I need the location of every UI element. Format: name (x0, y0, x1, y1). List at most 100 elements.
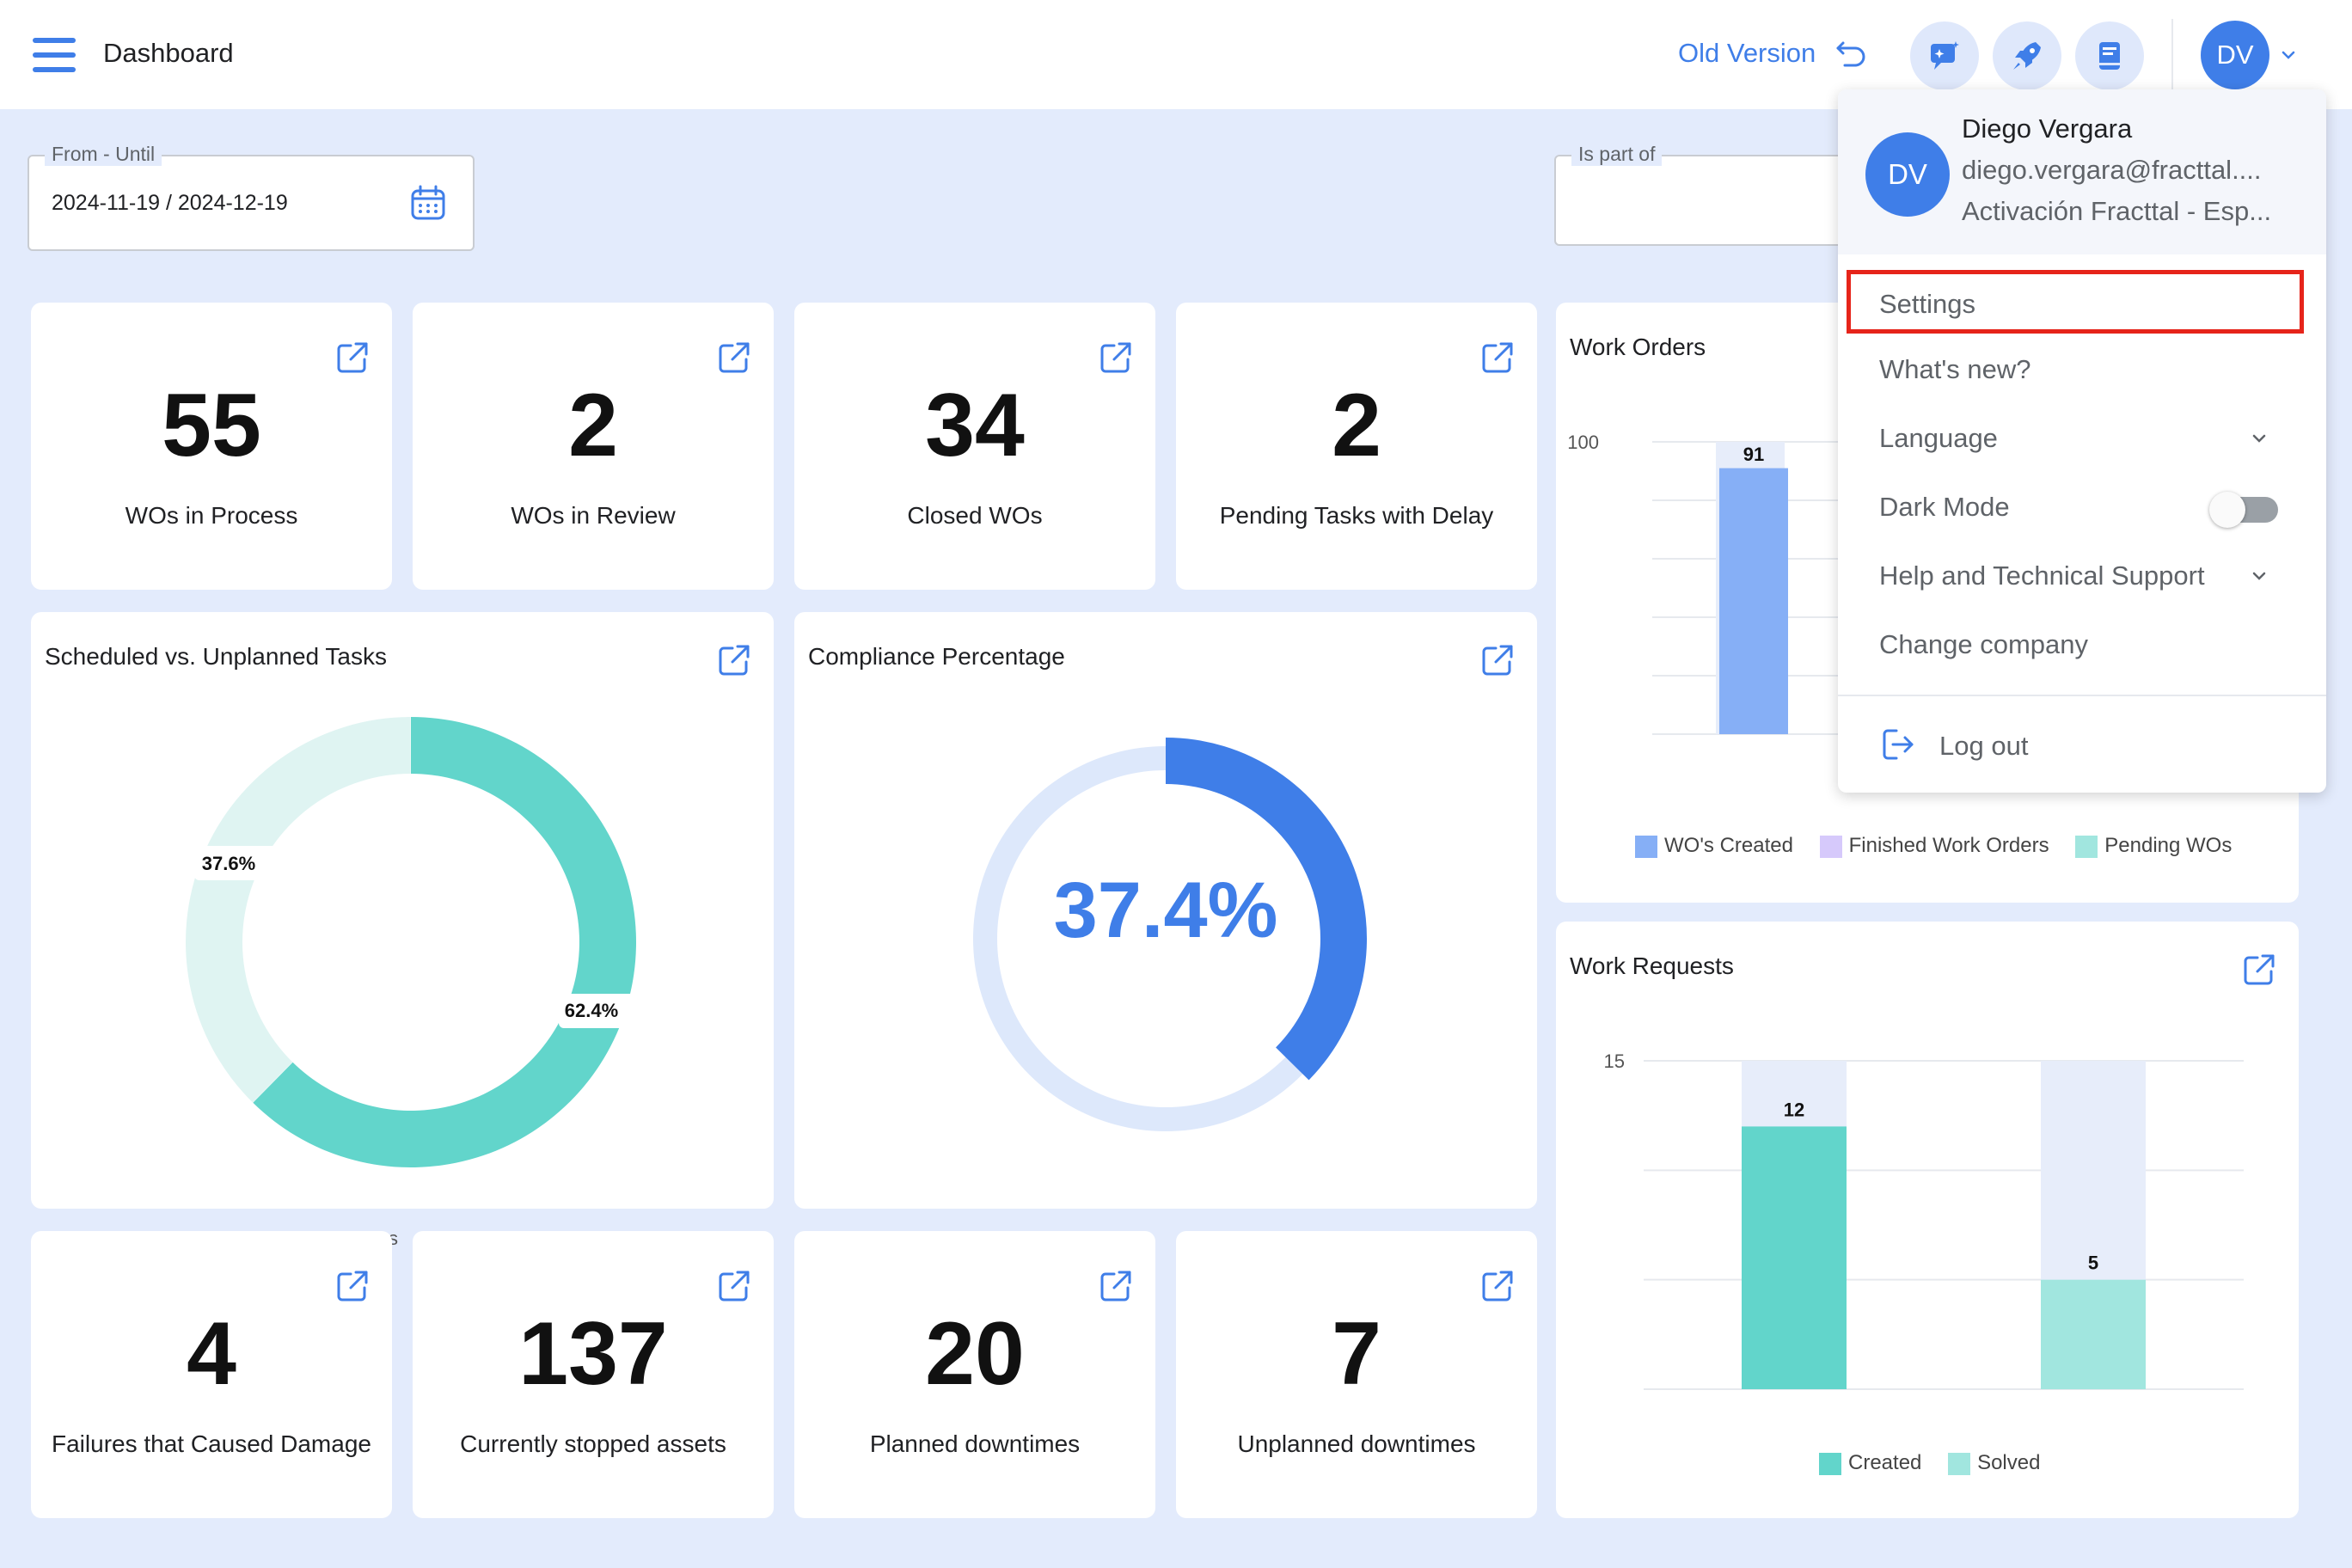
kpi-value: 2 (1332, 376, 1381, 475)
legend-label: WO's Created (1664, 834, 1793, 857)
legend-item: Solved (1948, 1451, 2040, 1475)
menu-item-logout[interactable]: Log out (1838, 708, 2326, 777)
hamburger-menu-icon[interactable] (33, 38, 76, 72)
compliance-card: Compliance Percentage 37.4% (794, 612, 1537, 1209)
menu-item-whats-new[interactable]: What's new? (1838, 332, 2326, 401)
menu-item-change-company[interactable]: Change company (1838, 607, 2326, 676)
chat-sparkle-icon (1931, 41, 1959, 70)
kpi-label: Pending Tasks with Delay (1219, 502, 1494, 529)
open-external-icon[interactable] (715, 1267, 753, 1305)
kpi-card-failures-damage[interactable]: 4 Failures that Caused Damage (31, 1231, 392, 1518)
kpi-label: Failures that Caused Damage (52, 1430, 371, 1457)
kpi-card-unplanned-downtimes[interactable]: 7 Unplanned downtimes (1176, 1231, 1537, 1518)
donut-slice-scheduled (253, 717, 636, 1167)
donut-label-bg (559, 994, 645, 1028)
open-external-icon[interactable] (1479, 641, 1516, 679)
legend-fragment: s (389, 1228, 398, 1249)
legend-swatch (1819, 835, 1842, 858)
legend-item: Pending WOs (2075, 834, 2232, 858)
legend-label: Finished Work Orders (1848, 834, 2049, 857)
date-range-value: 2024-11-19 / 2024-12-19 (52, 191, 288, 215)
menu-item-settings[interactable]: Settings (1838, 265, 2326, 334)
open-external-icon[interactable] (334, 339, 371, 377)
date-range-label: From - Until (45, 143, 162, 166)
donut-label-bg (194, 846, 294, 880)
bar-value-label: 91 (1743, 444, 1764, 465)
open-external-icon[interactable] (715, 641, 753, 679)
menu-user-email: diego.vergara@fracttal.... (1962, 155, 2262, 185)
kpi-card-stopped-assets[interactable]: 137 Currently stopped assets (413, 1231, 774, 1518)
donut-label-scheduled: 62.4% (565, 1000, 618, 1021)
scheduled-vs-unplanned-card: Scheduled vs. Unplanned Tasks 37.6% 62.4… (31, 612, 774, 1209)
menu-item-label: Log out (1939, 731, 2029, 761)
dark-mode-toggle[interactable] (2209, 492, 2278, 528)
kpi-label: WOs in Process (125, 502, 298, 529)
open-external-icon[interactable] (715, 339, 753, 377)
chevron-down-icon (2252, 572, 2266, 580)
y-tick-label: 15 (1604, 1050, 1625, 1072)
open-external-icon[interactable] (2240, 951, 2278, 989)
y-tick-label: 100 (1567, 432, 1599, 453)
kpi-label: Currently stopped assets (460, 1430, 726, 1457)
open-external-icon[interactable] (1479, 339, 1516, 377)
bar-solved (2041, 1279, 2146, 1389)
kpi-value: 20 (925, 1304, 1025, 1404)
menu-item-help[interactable]: Help and Technical Support (1838, 538, 2326, 607)
header-divider (2171, 19, 2173, 91)
bar-value-label: 12 (1784, 1099, 1804, 1120)
kpi-value: 137 (518, 1304, 668, 1404)
legend-swatch (1948, 1452, 1971, 1475)
work-requests-chart: 15 12 5 (1604, 1050, 2244, 1390)
card-title: Compliance Percentage (808, 643, 1065, 670)
open-external-icon[interactable] (1097, 339, 1135, 377)
kpi-value: 2 (568, 376, 618, 475)
open-external-icon[interactable] (1479, 1267, 1516, 1305)
kpi-card-wos-in-review[interactable]: 2 WOs in Review (413, 303, 774, 590)
page-title: Dashboard (103, 38, 234, 68)
top-header: Dashboard Old Version DV (0, 0, 2352, 109)
menu-item-language[interactable]: Language (1838, 401, 2326, 469)
old-version-link[interactable]: Old Version (1678, 38, 1816, 68)
date-range-field[interactable]: From - Until 2024-11-19 / 2024-12-19 (28, 143, 475, 251)
logout-icon (1883, 729, 1914, 760)
kpi-card-closed-wos[interactable]: 34 Closed WOs (794, 303, 1155, 590)
kpi-value: 55 (162, 376, 261, 475)
menu-separator (1838, 695, 2326, 696)
legend-swatch (1635, 835, 1657, 858)
documentation-button[interactable] (2075, 21, 2144, 90)
toggle-knob (2209, 492, 2245, 528)
kpi-label: Closed WOs (907, 502, 1043, 529)
open-external-icon[interactable] (334, 1267, 371, 1305)
menu-item-label: Help and Technical Support (1879, 560, 2205, 591)
legend-item: Finished Work Orders (1819, 834, 2049, 858)
kpi-card-pending-tasks-delay[interactable]: 2 Pending Tasks with Delay (1176, 303, 1537, 590)
open-external-icon[interactable] (1097, 1267, 1135, 1305)
kpi-value: 34 (925, 376, 1025, 475)
legend-label: Created (1848, 1451, 1922, 1474)
menu-user-header: DV Diego Vergara diego.vergara@fracttal.… (1838, 89, 2326, 254)
calendar-icon[interactable] (409, 184, 447, 222)
chat-assistant-button[interactable] (1910, 21, 1979, 90)
work-orders-legend: WO's Created Finished Work Orders Pendin… (1635, 834, 2252, 858)
menu-item-label: Dark Mode (1879, 492, 2010, 522)
kpi-value: 4 (187, 1304, 236, 1404)
menu-user-name: Diego Vergara (1962, 113, 2133, 144)
legend-item: WO's Created (1635, 834, 1793, 858)
user-avatar-button[interactable]: DV (2201, 21, 2269, 89)
compliance-value: 37.4% (1054, 867, 1278, 954)
chevron-down-icon (2252, 434, 2266, 443)
legend-swatch (1819, 1452, 1841, 1475)
kpi-card-planned-downtimes[interactable]: 20 Planned downtimes (794, 1231, 1155, 1518)
chevron-down-icon[interactable] (2280, 46, 2297, 64)
donut-label-unplanned: 37.6% (202, 853, 255, 874)
kpi-card-wos-in-process[interactable]: 55 WOs in Process (31, 303, 392, 590)
undo-arrow-icon[interactable] (1834, 36, 1869, 70)
compliance-gauge: 37.4% (972, 738, 1367, 1131)
kpi-label: Planned downtimes (869, 1430, 1081, 1457)
menu-item-dark-mode[interactable]: Dark Mode (1838, 469, 2326, 538)
legend-swatch (2075, 835, 2098, 858)
card-title: Scheduled vs. Unplanned Tasks (45, 643, 387, 670)
legend-item: Created (1819, 1451, 1922, 1475)
onboarding-button[interactable] (1993, 21, 2061, 90)
work-requests-legend: Created Solved (1819, 1451, 2061, 1475)
